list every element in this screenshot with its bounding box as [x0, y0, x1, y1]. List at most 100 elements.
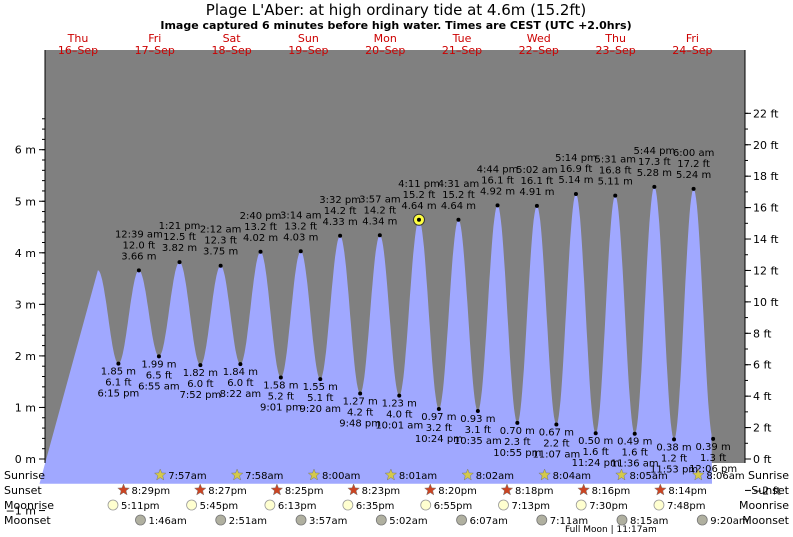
sunset-icon	[193, 483, 207, 496]
sunrise-icon	[615, 468, 628, 481]
left-tick-label: −1 m	[6, 505, 36, 518]
row-label-left: Sunrise	[4, 469, 45, 482]
day-label-date: 17–Sep	[135, 44, 175, 57]
sunset-time: 8:25pm	[285, 486, 324, 497]
right-tick-label: 14 ft	[753, 233, 779, 246]
sunrise-time: 8:02am	[476, 471, 514, 482]
sunrise-icon	[153, 468, 167, 481]
high-tide-label: 5.14 m	[558, 175, 593, 186]
full-moon-note: Full Moon | 11:17am	[565, 525, 657, 535]
sunrise-time: 8:00am	[322, 471, 360, 482]
day-label-date: 24–Sep	[672, 44, 712, 57]
sunset-icon	[577, 483, 591, 496]
left-tick-label: 0 m	[15, 453, 36, 466]
low-tide-label: 1.6 ft	[622, 448, 648, 459]
tide-point	[198, 363, 203, 368]
high-tide-label: 3:14 am	[280, 210, 322, 221]
high-tide-label: 4:31 am	[438, 179, 480, 190]
sunset-icon	[653, 483, 667, 496]
low-tide-label: 0.38 m	[656, 442, 691, 453]
low-tide-label: 1.3 ft	[700, 453, 726, 464]
tide-point	[436, 406, 441, 411]
high-tide-label: 4.64 m	[441, 201, 476, 212]
low-tide-label: 6:15 pm	[98, 389, 140, 400]
sunset-time: 8:20pm	[438, 486, 477, 497]
tide-point	[416, 217, 421, 222]
moonrise-icon	[575, 499, 587, 511]
moonrise-time: 7:30pm	[589, 501, 628, 512]
high-tide-label: 2:12 am	[200, 225, 242, 236]
low-tide-label: 1.58 m	[263, 381, 298, 392]
high-tide-label: 13.2 ft	[244, 222, 277, 233]
high-tide-label: 3.66 m	[121, 251, 156, 262]
moonset-time: 3:57am	[309, 516, 347, 527]
moonset-icon	[215, 514, 227, 526]
moonset-time: 8:15am	[630, 516, 668, 527]
tide-point	[632, 431, 637, 436]
low-tide-label: 12:06 pm	[689, 464, 737, 475]
day-label-date: 22–Sep	[519, 44, 559, 57]
tide-point	[136, 268, 141, 273]
tide-point	[573, 192, 578, 197]
high-tide-label: 4.64 m	[401, 201, 436, 212]
day-labels: Thu16–SepFri17–SepSat18–SepSun19–SepMon2…	[58, 32, 713, 57]
high-tide-label: 2:40 pm	[240, 211, 282, 222]
tide-point	[298, 249, 303, 254]
high-tide-label: 5:02 am	[516, 165, 558, 176]
low-tide-label: 1.6 ft	[583, 447, 609, 458]
moonrise-time: 7:13pm	[511, 501, 550, 512]
row-label-right: Moonset	[742, 514, 789, 527]
moonrise-icon	[342, 499, 354, 511]
moonrise-icon	[107, 499, 119, 511]
day-label-date: 23–Sep	[595, 44, 635, 57]
left-tick-label: 1 m	[15, 401, 36, 414]
day-label-dow: Thu	[67, 32, 89, 45]
high-tide-label: 16.8 ft	[599, 166, 632, 177]
low-tide-label: 1.85 m	[101, 367, 136, 378]
tide-point	[554, 422, 559, 427]
moonset-icon	[135, 514, 146, 526]
high-tide-label: 3:32 pm	[319, 195, 361, 206]
sunrise-time: 8:01am	[399, 471, 437, 482]
low-tide-label: 0.97 m	[421, 412, 456, 423]
sunrise-icon	[307, 468, 321, 481]
chart-title: Plage L'Aber: at high ordinary tide at 4…	[206, 1, 586, 19]
right-tick-label: 2 ft	[753, 422, 772, 435]
tide-point	[258, 249, 263, 254]
low-tide-label: 1.2 ft	[661, 453, 687, 464]
day-label-date: 18–Sep	[211, 44, 251, 57]
high-tide-label: 12.0 ft	[123, 240, 156, 251]
day-label-dow: Fri	[686, 32, 699, 45]
right-tick-label: 18 ft	[753, 170, 779, 183]
high-tide-label: 14.2 ft	[363, 205, 396, 216]
moonset-icon	[375, 514, 387, 526]
moonset-icon	[616, 514, 628, 526]
high-tide-label: 15.2 ft	[442, 190, 475, 201]
tide-point	[318, 377, 323, 382]
low-tide-label: 7:52 pm	[180, 390, 222, 401]
low-tide-label: 0.67 m	[539, 427, 574, 438]
sunset-icon	[500, 483, 514, 496]
right-tick-label: 12 ft	[753, 264, 779, 277]
low-tide-label: 0.50 m	[578, 436, 613, 447]
left-tick-label: 3 m	[15, 298, 36, 311]
low-tide-label: 9:20 am	[300, 404, 342, 415]
low-tide-label: 9:48 pm	[339, 419, 381, 430]
high-tide-label: 4:11 pm	[398, 179, 440, 190]
low-tide-label: 0.39 m	[696, 442, 731, 453]
low-tide-label: 11:07 am	[532, 449, 580, 460]
moonrise-icon	[498, 499, 509, 511]
low-tide-label: 10:55 pm	[493, 448, 541, 459]
tide-point	[652, 184, 657, 189]
moonset-time: 7:11am	[550, 516, 588, 527]
low-tide-label: 1.82 m	[183, 368, 218, 379]
axes: −1 m 0 m 1 m 2 m 3 m 4 m 5 m 6 m −2 ft 0 ft 2 ft 4 …	[6, 50, 781, 518]
right-tick-label: 20 ft	[753, 139, 779, 152]
tide-point	[711, 436, 716, 441]
tide-point	[593, 431, 598, 436]
low-tide-label: 0.93 m	[460, 414, 495, 425]
high-tide-label: 3.82 m	[162, 243, 197, 254]
low-tide-label: 5.1 ft	[307, 393, 333, 404]
low-tide-label: 11:53 pm	[650, 464, 698, 475]
